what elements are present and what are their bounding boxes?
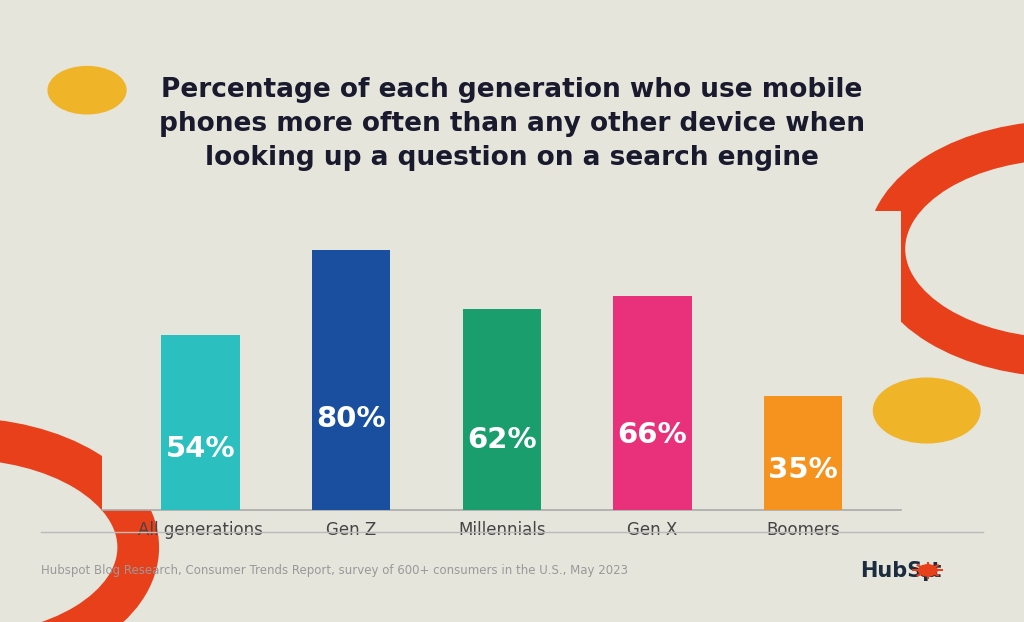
- Text: HubSp: HubSp: [860, 561, 937, 581]
- Bar: [312, 251, 390, 510]
- Bar: [764, 396, 843, 510]
- Text: 66%: 66%: [617, 421, 687, 449]
- Text: Hubspot Blog Research, Consumer Trends Report, survey of 600+ consumers in the U: Hubspot Blog Research, Consumer Trends R…: [41, 565, 628, 577]
- Bar: [161, 335, 240, 510]
- Text: 54%: 54%: [166, 435, 236, 463]
- Bar: [463, 309, 541, 510]
- Text: 80%: 80%: [316, 405, 386, 433]
- Bar: [613, 296, 691, 510]
- Text: Percentage of each generation who use mobile
phones more often than any other de: Percentage of each generation who use mo…: [159, 77, 865, 172]
- Text: 62%: 62%: [467, 425, 537, 453]
- Text: 35%: 35%: [768, 457, 838, 485]
- Text: ot: ot: [918, 561, 942, 581]
